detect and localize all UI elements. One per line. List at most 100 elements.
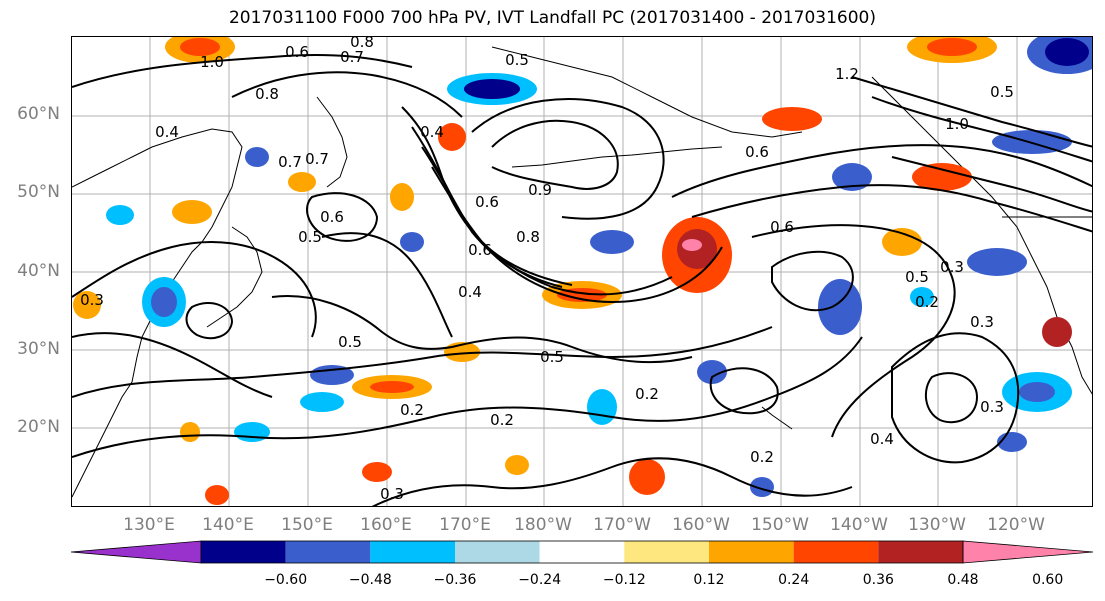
- pv-anomaly-blob: [1045, 38, 1089, 66]
- pv-anomaly-blob: [300, 392, 344, 412]
- colorbar-segment: [539, 541, 625, 563]
- contour-label: 0.2: [750, 448, 774, 466]
- contour-label: 0.6: [770, 218, 794, 236]
- contour-line: [671, 144, 1092, 198]
- contour-line: [709, 367, 779, 415]
- colorbar-segment: [201, 541, 286, 563]
- map-canvas: 1.00.60.80.7 0.50.40.40.80.70.60.50.40.60…: [72, 37, 1092, 506]
- contour-label: 0.6: [468, 241, 492, 259]
- contour-label: 0.3: [380, 485, 404, 503]
- contour-label: 0.5: [298, 228, 322, 246]
- hawaii-islands: [761, 406, 793, 430]
- pv-anomaly-blob: [697, 360, 727, 384]
- pv-anomaly-blob: [180, 422, 200, 442]
- colorbar-segment: [624, 541, 709, 563]
- colorbar-tick-label: 0.36: [862, 572, 894, 588]
- contour-labels: 1.00.60.80.7 0.50.40.40.80.70.60.50.40.60…: [80, 37, 1014, 503]
- colorbar: [70, 540, 1094, 564]
- colorbar-segment: [370, 541, 455, 563]
- contour-line: [271, 295, 693, 364]
- pv-anomaly-blob: [106, 205, 134, 225]
- contour-label: 0.4: [870, 430, 894, 448]
- contour-label: 0.5: [505, 51, 529, 69]
- contour-line: [851, 76, 1092, 148]
- colorbar-tick-label: −0.60: [264, 572, 308, 588]
- latitude-label: 50°N: [17, 182, 60, 202]
- pv-anomaly-blob: [172, 200, 212, 224]
- longitude-label: 150°W: [751, 515, 809, 535]
- pv-anomaly-blob: [505, 455, 529, 475]
- longitude-label: 140°W: [830, 515, 888, 535]
- pv-anomaly-blob: [288, 172, 316, 192]
- contour-label: 0.2: [400, 401, 424, 419]
- contour-line: [306, 192, 379, 242]
- pv-anomaly-blob: [73, 291, 101, 319]
- pv-anomaly-blob: [180, 38, 220, 56]
- coastline-na-west: [871, 76, 1092, 395]
- latitude-label: 20°N: [17, 417, 60, 437]
- contour-label: 0.8: [516, 228, 540, 246]
- contour-line: [72, 336, 863, 458]
- colorbar-tick-label: 0.24: [778, 572, 810, 588]
- contour-line: [72, 241, 317, 338]
- colorbar-segment: [285, 541, 371, 563]
- contour-line: [401, 106, 723, 304]
- latitude-label: 40°N: [17, 261, 60, 281]
- contour-label: 0.2: [915, 293, 939, 311]
- pv-anomaly-blob: [832, 163, 872, 191]
- colorbar-extend-max: [962, 540, 1094, 564]
- pv-anomaly-blob: [927, 38, 977, 56]
- pv-anomaly-blob: [438, 123, 466, 151]
- contour-label: 0.4: [458, 283, 482, 301]
- contour-line: [421, 146, 563, 288]
- coastline-asia: [72, 128, 243, 498]
- contour-line: [321, 232, 453, 338]
- contour-label: 0.2: [490, 411, 514, 429]
- contour-line: [891, 332, 1020, 464]
- longitude-label: 170°W: [593, 515, 651, 535]
- colorbar-outline: [200, 540, 964, 564]
- pv-anomaly-blob: [629, 459, 665, 495]
- pv-anomaly-blob: [390, 183, 414, 211]
- contour-label: 0.3: [940, 258, 964, 276]
- contour-line: [924, 372, 979, 424]
- contour-label: 0.6: [285, 43, 309, 61]
- contour-line: [231, 71, 463, 118]
- coastline-alaska: [491, 46, 803, 138]
- contour-line: [891, 156, 1092, 213]
- colorbar-segment: [878, 541, 963, 563]
- colorbar-tick-label: −0.48: [348, 572, 392, 588]
- contour-label: 0.3: [980, 398, 1004, 416]
- contour-label: 0.7: [305, 150, 329, 168]
- pv-anomaly-blob: [750, 477, 774, 497]
- colorbar-tick-label: −0.36: [433, 572, 477, 588]
- coastline-japan: [206, 226, 263, 328]
- pv-anomaly-blob: [151, 287, 177, 317]
- pv-anomaly-blob: [762, 107, 822, 131]
- contour-label: 0.6: [475, 193, 499, 211]
- colorbar-segment: [793, 541, 879, 563]
- pv-anomaly-blob: [587, 389, 617, 425]
- longitude-label: 140°E: [202, 515, 254, 535]
- pv-anomaly-blob: [234, 422, 270, 442]
- pv-anomaly-blob: [370, 381, 414, 393]
- pv-anomaly-blob: [912, 163, 972, 191]
- contour-label: 0.6: [745, 143, 769, 161]
- coastline-kamchatka: [316, 96, 348, 188]
- coastlines: [72, 46, 1092, 498]
- pv-anomaly-blob: [910, 287, 934, 307]
- ivt-contours: [72, 54, 1092, 506]
- contour-line: [871, 96, 1092, 163]
- contour-line: [491, 119, 619, 190]
- pv-anomaly-blob: [205, 485, 229, 505]
- contour-label: 0.6: [320, 208, 344, 226]
- contour-label: 0.9: [528, 181, 552, 199]
- pv-anomaly-blob: [245, 147, 269, 167]
- longitude-label: 130°E: [123, 515, 175, 535]
- chart-title: 2017031100 F000 700 hPa PV, IVT Landfall…: [228, 8, 876, 28]
- contour-label: 0.2: [635, 385, 659, 403]
- pv-anomaly-blob: [967, 248, 1027, 276]
- pv-anomaly-blob: [590, 230, 634, 254]
- contour-label: 0.7: [278, 153, 302, 171]
- contour-label: 0.3: [80, 291, 104, 309]
